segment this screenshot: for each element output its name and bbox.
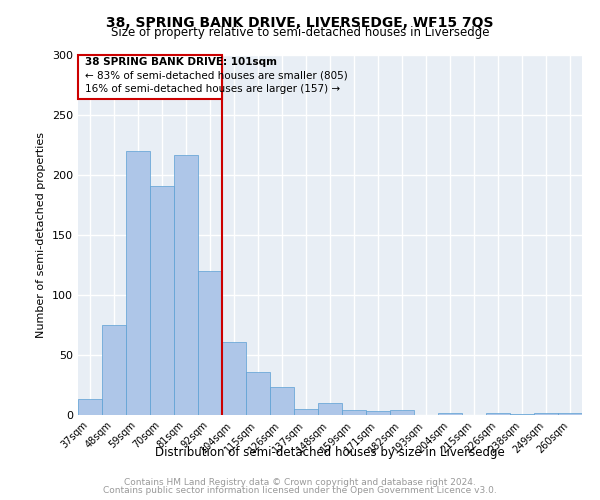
FancyBboxPatch shape: [78, 55, 222, 100]
Y-axis label: Number of semi-detached properties: Number of semi-detached properties: [37, 132, 46, 338]
Bar: [126, 151, 150, 415]
Bar: [78, 400, 102, 415]
Bar: [270, 388, 294, 415]
Text: Contains public sector information licensed under the Open Government Licence v3: Contains public sector information licen…: [103, 486, 497, 495]
Bar: [318, 403, 342, 415]
Bar: [366, 412, 390, 415]
Text: 38, SPRING BANK DRIVE, LIVERSEDGE, WF15 7QS: 38, SPRING BANK DRIVE, LIVERSEDGE, WF15 …: [106, 16, 494, 30]
Bar: [438, 412, 462, 415]
Text: ← 83% of semi-detached houses are smaller (805): ← 83% of semi-detached houses are smalle…: [85, 70, 348, 81]
Text: Distribution of semi-detached houses by size in Liversedge: Distribution of semi-detached houses by …: [155, 446, 505, 459]
Bar: [390, 410, 414, 415]
Bar: [150, 186, 174, 415]
Bar: [174, 154, 198, 415]
Bar: [246, 372, 270, 415]
Bar: [294, 409, 318, 415]
Bar: [222, 342, 246, 415]
Bar: [102, 325, 126, 415]
Bar: [534, 412, 558, 415]
Bar: [558, 412, 582, 415]
Bar: [486, 412, 510, 415]
Bar: [342, 410, 366, 415]
Text: Contains HM Land Registry data © Crown copyright and database right 2024.: Contains HM Land Registry data © Crown c…: [124, 478, 476, 487]
Text: 16% of semi-detached houses are larger (157) →: 16% of semi-detached houses are larger (…: [85, 84, 340, 94]
Text: Size of property relative to semi-detached houses in Liversedge: Size of property relative to semi-detach…: [111, 26, 489, 39]
Text: 38 SPRING BANK DRIVE: 101sqm: 38 SPRING BANK DRIVE: 101sqm: [85, 58, 277, 68]
Bar: [510, 414, 534, 415]
Bar: [198, 271, 222, 415]
